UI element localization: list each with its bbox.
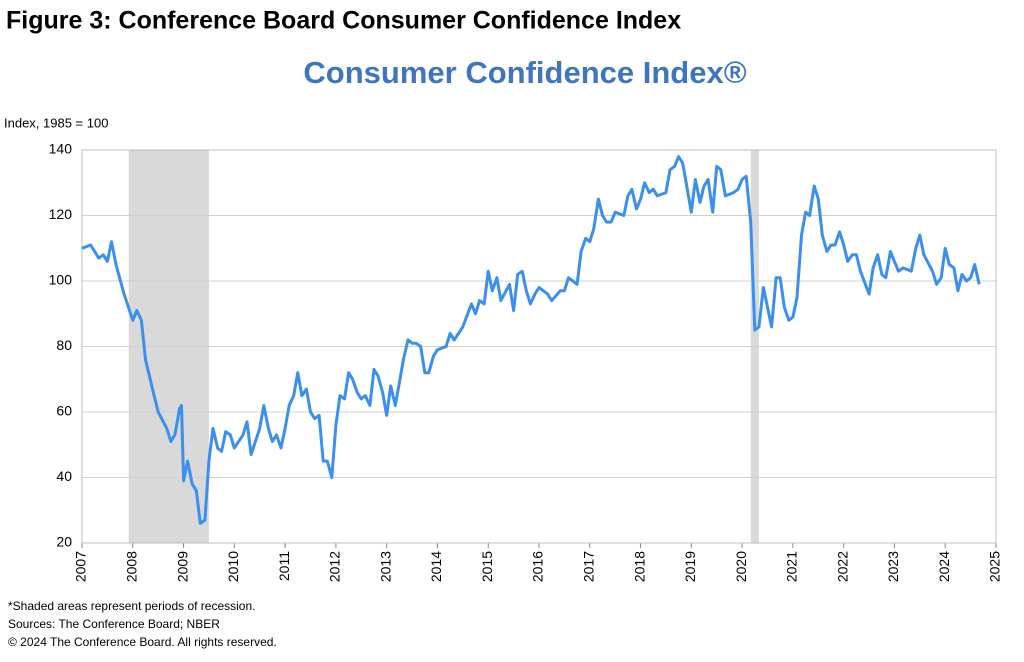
- figure-caption: Figure 3: Conference Board Consumer Conf…: [6, 7, 681, 35]
- x-tick-label: 2024: [936, 551, 952, 582]
- x-tick-label: 2018: [631, 551, 647, 582]
- x-tick-label: 2019: [682, 551, 698, 582]
- y-tick-label: 140: [49, 141, 73, 157]
- y-axis-label: Index, 1985 = 100: [4, 115, 108, 130]
- x-tick-label: 2022: [834, 551, 850, 582]
- y-tick-label: 80: [56, 337, 72, 353]
- x-tick-label: 2025: [987, 551, 1003, 582]
- y-tick-label: 20: [56, 534, 72, 550]
- x-tick-label: 2007: [73, 551, 89, 582]
- x-tick-label: 2013: [377, 551, 393, 582]
- x-tick-label: 2008: [123, 551, 139, 582]
- y-tick-label: 60: [56, 403, 72, 419]
- x-tick-label: 2015: [479, 551, 495, 582]
- x-tick-label: 2009: [174, 551, 190, 582]
- note: Sources: The Conference Board; NBER: [8, 617, 220, 631]
- x-tick-label: 2023: [885, 551, 901, 582]
- note: © 2024 The Conference Board. All rights …: [8, 635, 277, 649]
- x-tick-label: 2016: [530, 551, 546, 582]
- x-tick-label: 2011: [276, 551, 292, 581]
- plot-border: [81, 149, 997, 544]
- y-tick-label: 100: [49, 272, 73, 288]
- note: *Shaded areas represent periods of reces…: [8, 599, 255, 613]
- chart-title: Consumer Confidence Index®: [303, 55, 746, 90]
- y-tick-label: 120: [49, 206, 73, 222]
- x-tick-label: 2017: [580, 551, 596, 582]
- x-tick-label: 2014: [428, 551, 444, 582]
- x-tick-label: 2012: [327, 551, 343, 582]
- data-line: [81, 155, 981, 525]
- x-tick-label: 2010: [225, 551, 241, 582]
- x-tick-label: 2020: [733, 551, 749, 582]
- y-tick-label: 40: [56, 468, 72, 484]
- x-tick-label: 2021: [784, 551, 800, 582]
